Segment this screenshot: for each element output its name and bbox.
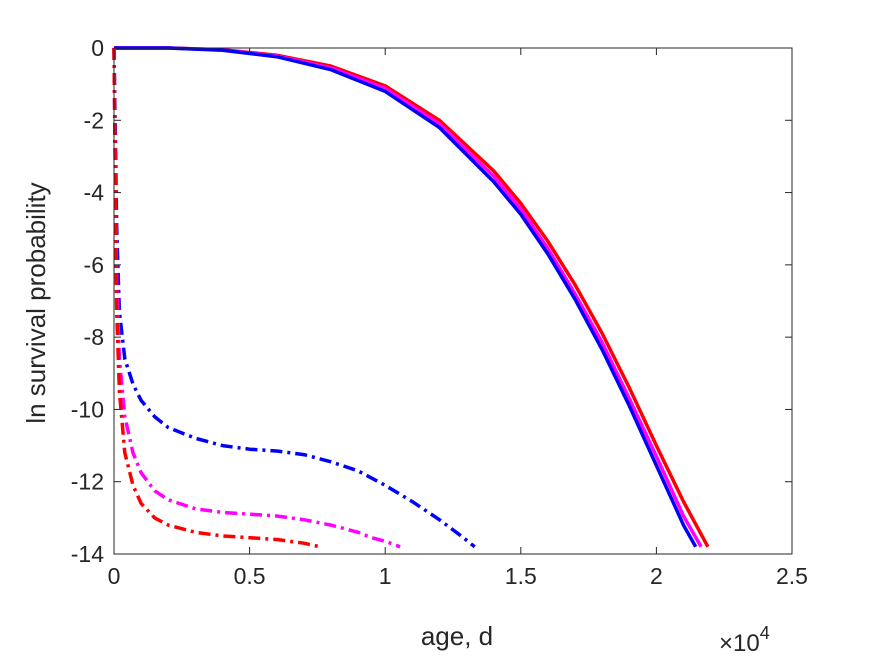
y-tick-label: -14 xyxy=(71,541,104,567)
x-tick-label: 1 xyxy=(379,563,392,589)
x-tick-label: 2.5 xyxy=(776,563,808,589)
series-line-3 xyxy=(114,46,698,548)
y-tick-label: 0 xyxy=(91,35,104,61)
x-tick-label: 1.5 xyxy=(505,563,537,589)
x-tick-label: 0 xyxy=(108,563,121,589)
series-line-1 xyxy=(114,46,710,548)
y-tick-label: -4 xyxy=(84,180,105,206)
plot-frame xyxy=(113,47,793,555)
y-tick-label: -8 xyxy=(84,324,104,350)
x-axis-label: age, d xyxy=(421,621,493,651)
series-layer xyxy=(112,46,710,549)
x-axis-multiplier: ×104 xyxy=(719,623,770,656)
y-tick-label: -10 xyxy=(71,396,104,422)
x-axis-multiplier-base: ×10 xyxy=(719,630,760,656)
y-tick-label: -12 xyxy=(71,469,104,495)
y-tick-label: -2 xyxy=(84,107,104,133)
x-tick-label: 0.5 xyxy=(234,563,266,589)
series-line-4 xyxy=(112,47,476,549)
y-tick-label: -6 xyxy=(84,252,104,278)
series-line-6 xyxy=(112,47,321,549)
series-line-2 xyxy=(114,46,703,548)
series-line-5 xyxy=(112,47,401,549)
x-tick-label: 2 xyxy=(650,563,663,589)
y-axis-label: ln survival probability xyxy=(21,182,51,423)
x-axis-multiplier-exponent: 4 xyxy=(760,623,770,643)
ticks-layer: 0 0.5 1 1.5 2 2.5 0 -2 -4 -6 -8 -10 -12 -14 xyxy=(71,35,808,589)
